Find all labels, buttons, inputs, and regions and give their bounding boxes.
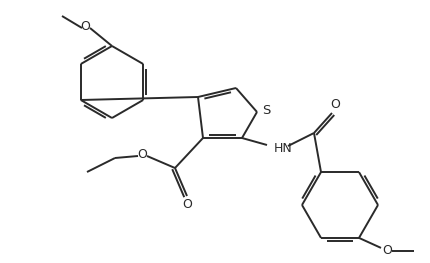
Text: HN: HN [274,141,293,154]
Text: O: O [182,199,192,211]
Text: O: O [382,244,392,257]
Text: S: S [262,104,270,117]
Text: O: O [137,149,147,161]
Text: O: O [330,99,340,112]
Text: O: O [80,21,90,33]
